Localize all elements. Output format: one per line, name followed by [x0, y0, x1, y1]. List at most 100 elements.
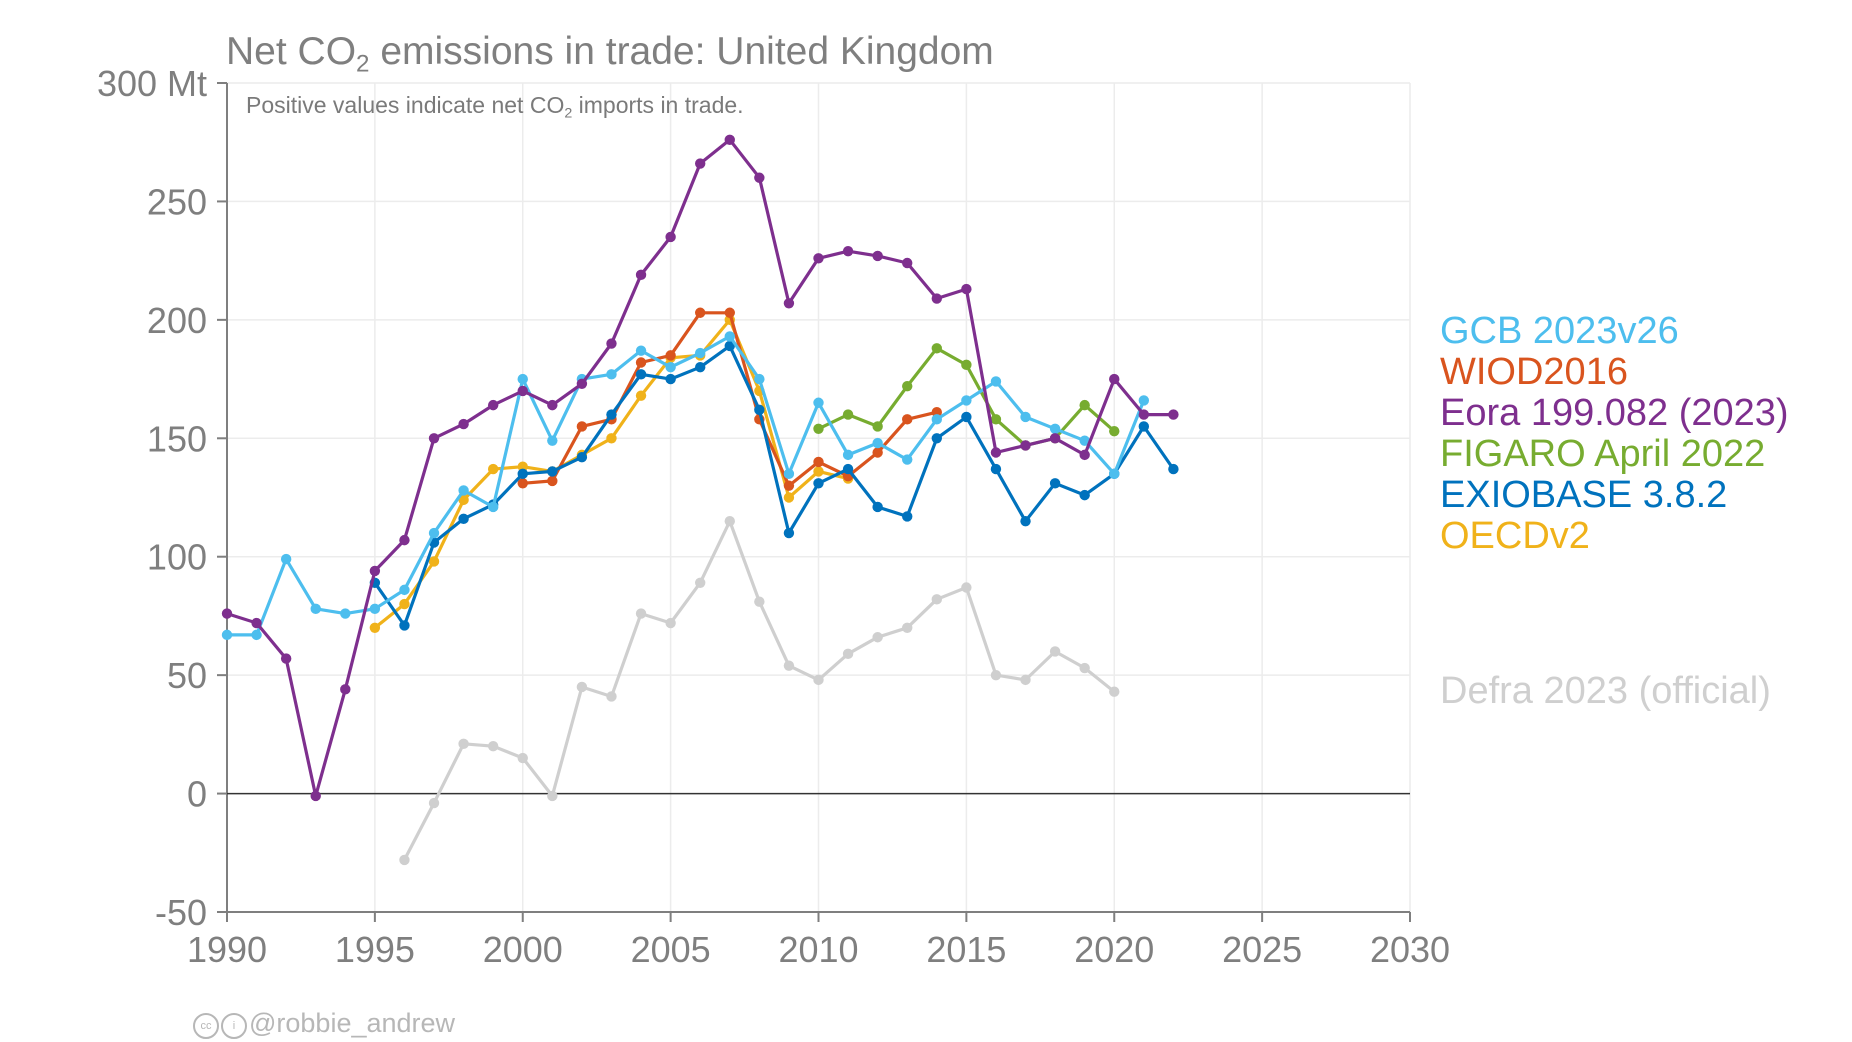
- data-point-4-2004: [635, 369, 647, 380]
- data-point-4-2007: [724, 340, 735, 352]
- data-point-0-2008: [754, 596, 765, 607]
- data-point-5-2006: [695, 347, 706, 359]
- data-point-6-1999: [487, 399, 499, 411]
- data-point-6-2021: [1138, 409, 1150, 420]
- data-point-0-2015: [961, 582, 972, 593]
- series-6: [221, 134, 1179, 802]
- data-point-6-2018: [1049, 433, 1061, 444]
- x-tick-label-2000: 2000: [483, 929, 563, 970]
- data-point-3-2011: [842, 409, 854, 420]
- legend-item-defra: Defra 2023 (official): [1440, 670, 1771, 712]
- series-line-4: [373, 344, 1176, 628]
- series-1: [369, 314, 854, 633]
- data-point-3-2012: [872, 421, 883, 432]
- data-point-6-2004: [635, 269, 647, 281]
- data-point-4-2012: [872, 501, 883, 513]
- y-tick-label-1: 0: [187, 774, 207, 815]
- series-line-0: [402, 519, 1116, 862]
- data-point-5-2020: [1109, 468, 1120, 480]
- tick-labels: 1990 1995 2000 2005 2010 2015 2020 2025 2030 -50 0…: [97, 63, 1450, 970]
- data-point-6-2022: [1168, 409, 1179, 420]
- data-point-0-2013: [902, 622, 913, 633]
- data-point-5-2021: [1138, 395, 1150, 406]
- grid-lines: [227, 82, 1411, 912]
- y-tick-label-2: 50: [167, 655, 207, 696]
- data-point-4-1996: [399, 620, 410, 631]
- data-point-6-2012: [872, 250, 883, 262]
- data-point-5-2019: [1079, 435, 1090, 446]
- data-point-2-2013: [902, 414, 913, 425]
- legend-item-exiobase: EXIOBASE 3.8.2: [1440, 474, 1728, 516]
- data-point-4-2021: [1138, 421, 1150, 432]
- axes: [217, 82, 1411, 922]
- data-point-1-1995: [369, 622, 381, 633]
- data-point-5-2010: [813, 397, 824, 408]
- data-point-5-2017: [1020, 411, 1031, 423]
- data-point-2-2004: [635, 357, 647, 368]
- data-point-5-2007: [724, 331, 735, 342]
- data-point-5-1991: [251, 629, 262, 641]
- x-tick-label-2030: 2030: [1370, 929, 1450, 970]
- data-point-0-2016: [990, 669, 1002, 681]
- data-point-4-2010: [813, 478, 824, 489]
- data-point-6-2011: [842, 245, 854, 257]
- data-point-2-2002: [576, 421, 588, 432]
- x-tick-label-2015: 2015: [926, 929, 1006, 970]
- data-point-0-2009: [783, 660, 795, 671]
- data-point-6-1996: [399, 534, 410, 546]
- data-point-5-2014: [931, 414, 942, 425]
- data-point-4-2009: [783, 527, 795, 539]
- data-point-2-2010: [813, 456, 824, 468]
- data-point-5-2011: [842, 449, 854, 461]
- data-point-4-2001: [547, 466, 558, 477]
- data-point-0-2017: [1020, 674, 1031, 686]
- data-point-6-1990: [221, 608, 233, 619]
- series-line-1: [373, 318, 850, 630]
- data-point-0-1999: [487, 741, 499, 752]
- y-tick-label-0: -50: [155, 892, 207, 933]
- data-point-5-1992: [280, 553, 292, 565]
- data-point-3-2013: [902, 380, 913, 392]
- data-point-1-1999: [487, 463, 499, 475]
- data-point-4-2017: [1020, 515, 1031, 527]
- data-point-6-2014: [931, 293, 942, 304]
- x-tick-label-2025: 2025: [1222, 929, 1302, 970]
- data-point-6-2000: [517, 385, 528, 397]
- legend-item-eora: Eora 199.082 (2023): [1440, 392, 1789, 434]
- chart-title: Net CO2 emissions in trade: United Kingd…: [226, 30, 994, 78]
- series-4: [369, 340, 1179, 631]
- data-point-0-2012: [872, 632, 883, 643]
- y-tick-label-3: 100: [147, 537, 207, 578]
- data-point-6-2001: [547, 399, 558, 411]
- data-point-5-1997: [428, 527, 440, 539]
- data-point-5-2018: [1049, 423, 1061, 435]
- data-point-0-2014: [931, 594, 942, 605]
- data-point-0-2006: [695, 577, 706, 588]
- x-tick-label-1995: 1995: [335, 929, 415, 970]
- data-point-2-2006: [695, 307, 706, 318]
- data-point-5-2003: [606, 369, 617, 380]
- data-point-0-2018: [1049, 646, 1061, 657]
- x-tick-label-1990: 1990: [187, 929, 267, 970]
- data-point-1-2010: [813, 466, 824, 477]
- data-point-5-1994: [340, 608, 351, 619]
- y-tick-label-5: 200: [147, 300, 207, 341]
- data-point-1-2003: [606, 433, 617, 444]
- data-point-6-1994: [340, 684, 351, 695]
- data-point-2-2000: [517, 478, 528, 489]
- data-point-5-2008: [754, 373, 765, 385]
- data-point-3-2015: [961, 359, 972, 371]
- data-point-1-1996: [399, 598, 410, 610]
- data-point-6-1998: [458, 418, 469, 430]
- x-tick-label-2010: 2010: [778, 929, 858, 970]
- data-point-6-2010: [813, 253, 824, 264]
- data-point-4-2015: [961, 411, 972, 423]
- data-point-0-2010: [813, 674, 824, 686]
- attribution-icon: i: [221, 1013, 247, 1039]
- data-point-2-2007: [724, 307, 735, 318]
- x-tick-label-2020: 2020: [1074, 929, 1154, 970]
- data-point-2-2001: [547, 475, 558, 487]
- data-point-6-2002: [576, 378, 588, 390]
- data-point-6-1993: [310, 790, 321, 802]
